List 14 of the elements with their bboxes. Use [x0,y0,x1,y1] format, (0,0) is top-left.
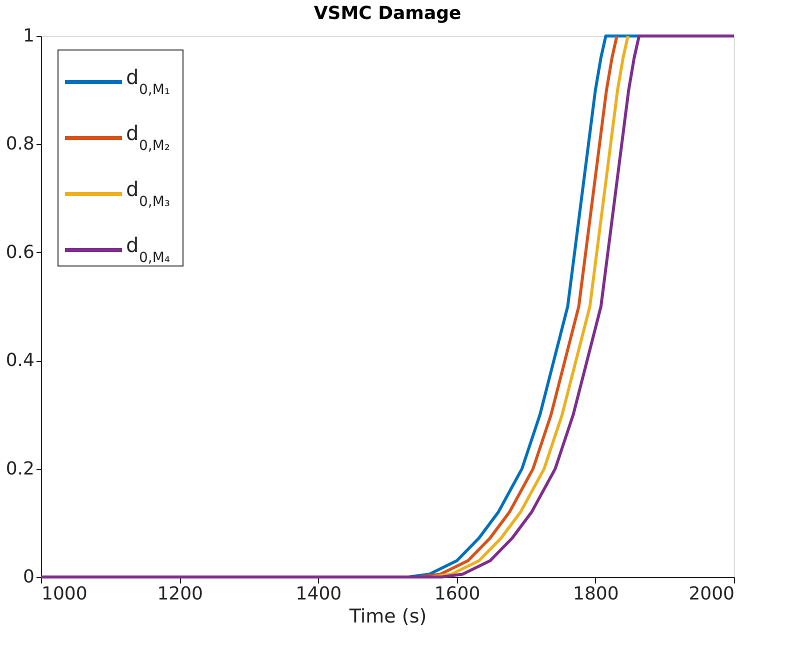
chart-title: VSMC Damage [314,3,462,24]
y-tick-label: 0.8 [6,134,34,155]
x-tick-label: 1400 [296,584,342,604]
x-tick-label: 1600 [434,584,480,604]
y-tick-label: 0.6 [6,242,34,263]
y-tick-label: 0.2 [6,458,34,480]
x-axis-title: Time (s) [348,606,427,628]
y-tick-label: 0.4 [6,350,34,372]
y-tick-label: 0 [23,566,34,588]
x-tick-label: 2000 [688,584,734,604]
x-tick-label: 1200 [157,584,204,604]
x-tick-label: 1000 [42,584,88,604]
x-tick-label: 1800 [572,584,619,604]
y-tick-label: 1 [23,26,34,46]
